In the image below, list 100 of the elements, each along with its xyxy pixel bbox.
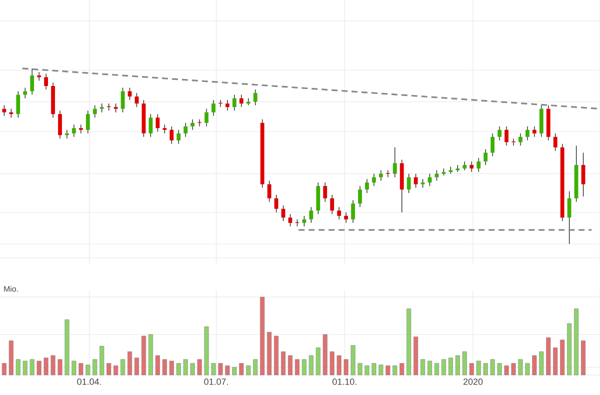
- candlestick: [567, 190, 572, 244]
- candlestick: [309, 206, 314, 224]
- x-tick-label: 01.07.: [204, 378, 228, 385]
- candlestick: [498, 126, 502, 141]
- candlestick: [212, 100, 216, 116]
- bar: [267, 332, 272, 376]
- bar: [169, 360, 174, 376]
- candlestick: [406, 173, 411, 194]
- bar: [155, 355, 160, 376]
- candlestick: [190, 119, 195, 130]
- bar: [2, 363, 6, 376]
- bar: [64, 319, 70, 376]
- candlestick: [532, 126, 536, 138]
- bar: [344, 359, 348, 376]
- bar: [204, 326, 209, 376]
- bar: [225, 365, 230, 376]
- bar: [322, 334, 328, 376]
- candlestick: [414, 173, 418, 188]
- bar: [490, 359, 495, 376]
- bar: [330, 351, 334, 376]
- candlestick: [392, 147, 397, 178]
- candlestick: [148, 114, 153, 138]
- candlestick: [156, 114, 160, 132]
- bar: [441, 359, 446, 376]
- bar: [128, 351, 132, 376]
- bar: [336, 355, 342, 376]
- bar: [462, 351, 467, 376]
- bar: [30, 359, 34, 376]
- bar: [22, 360, 28, 376]
- bar: [92, 359, 98, 376]
- candlestick: [239, 94, 244, 108]
- bar: [546, 337, 551, 376]
- bar: [372, 363, 376, 376]
- candlestick: [232, 94, 236, 111]
- bar: [525, 363, 530, 376]
- candlestick: [204, 108, 208, 127]
- candlestick: [358, 186, 362, 208]
- candlestick: [16, 90, 20, 118]
- candlestick: [323, 182, 328, 202]
- bar: [406, 308, 412, 376]
- bar: [44, 358, 48, 376]
- bar: [197, 359, 202, 376]
- bar: [148, 334, 153, 376]
- candlestick: [337, 206, 342, 220]
- bar: [281, 351, 286, 376]
- candlestick: [351, 200, 355, 224]
- bar: [260, 296, 265, 376]
- bar: [539, 351, 544, 376]
- bar: [392, 365, 398, 376]
- bar: [253, 359, 258, 376]
- candlestick: [302, 216, 306, 227]
- bar: [162, 359, 167, 376]
- bar: [420, 359, 426, 376]
- candlestick: [23, 87, 28, 99]
- candlestick: [225, 100, 230, 111]
- bar: [364, 365, 370, 376]
- bar: [288, 355, 292, 376]
- bar: [8, 340, 14, 376]
- candlestick: [267, 180, 272, 202]
- bar: [78, 363, 84, 376]
- x-tick-label: 2020: [464, 378, 483, 385]
- bar: [497, 363, 502, 376]
- bar: [294, 359, 300, 376]
- candlestick: [58, 110, 62, 139]
- candlestick: [2, 104, 6, 116]
- candlestick: [72, 124, 76, 138]
- x-tick-label: 01.04.: [77, 378, 101, 385]
- bar: [532, 355, 537, 376]
- bar: [176, 363, 181, 376]
- candlestick: [553, 133, 558, 152]
- candlestick: [372, 173, 376, 186]
- bar: [434, 363, 439, 376]
- bar: [141, 336, 146, 376]
- bar: [106, 363, 112, 376]
- bar: [400, 363, 404, 376]
- candlestick: [504, 126, 508, 146]
- bar: [455, 355, 460, 376]
- bar: [50, 355, 56, 376]
- candlestick: [253, 89, 258, 106]
- candlestick: [176, 130, 181, 144]
- candlestick: [30, 68, 34, 96]
- bar: [308, 355, 314, 376]
- x-tick-label: 01.10.: [332, 378, 356, 385]
- bar: [386, 365, 390, 376]
- candlestick: [86, 110, 90, 134]
- bar: [211, 363, 216, 376]
- candlestick: [470, 161, 474, 172]
- candlestick: [92, 104, 97, 118]
- candlestick: [288, 214, 292, 227]
- candlestick: [476, 158, 481, 172]
- bar: [183, 359, 188, 376]
- candlestick: [378, 170, 383, 182]
- candlestick: [518, 133, 522, 146]
- candlestick: [184, 122, 188, 138]
- candlestick: [525, 126, 530, 141]
- bar: [553, 348, 558, 376]
- bar: [448, 358, 453, 376]
- bar: [428, 360, 432, 376]
- bar: [232, 367, 237, 376]
- candlestick: [170, 126, 174, 144]
